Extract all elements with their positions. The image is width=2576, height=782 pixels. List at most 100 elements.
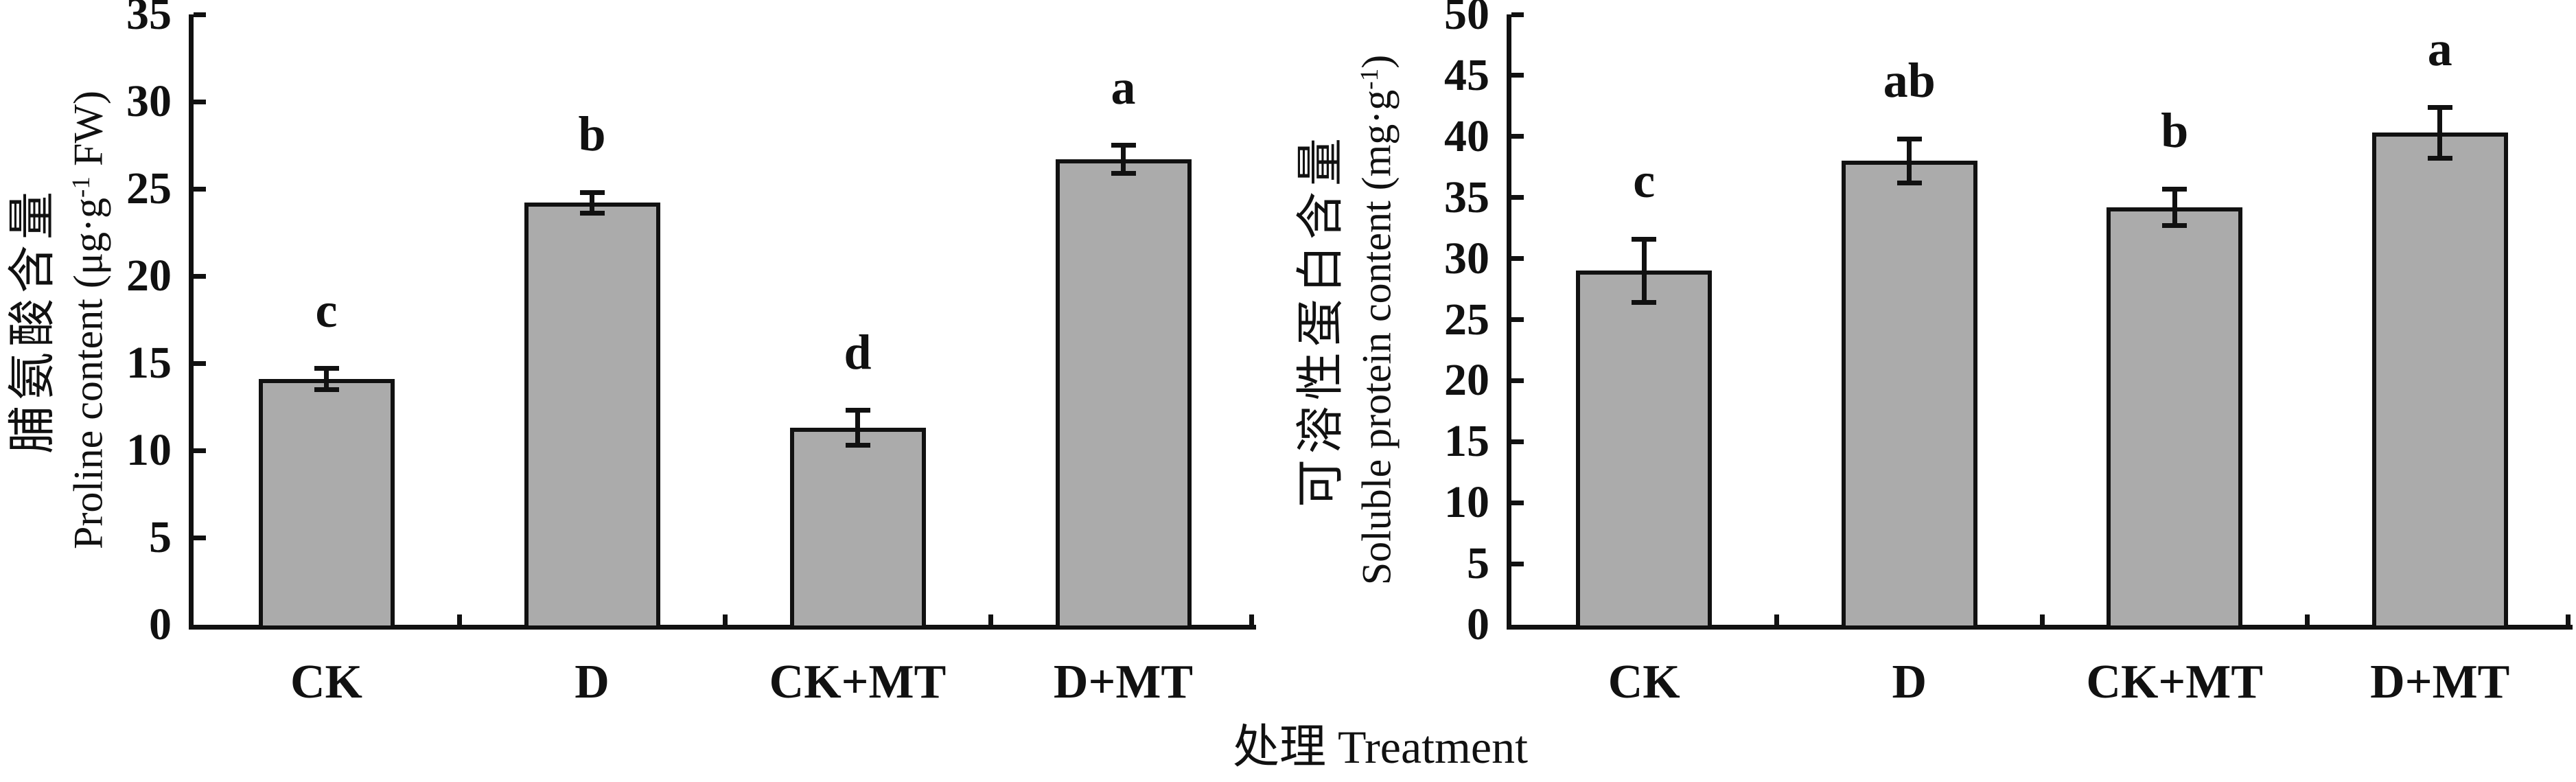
- bar-CK: [1576, 271, 1713, 630]
- y-tick: [194, 99, 206, 104]
- bar-CK: [258, 378, 395, 630]
- y-tick-label: 0: [149, 599, 172, 649]
- y-tick-label: 35: [1444, 172, 1489, 222]
- error-bar-cap-top-D+MT: [1111, 143, 1136, 148]
- y-tick-label: 45: [1444, 49, 1489, 100]
- y-tick: [1511, 256, 1524, 262]
- x-tick: [988, 614, 993, 625]
- y-tick-label: 25: [126, 163, 172, 214]
- y-tick-label: 20: [126, 251, 172, 301]
- bar-D: [1841, 161, 1977, 630]
- error-bar-cap-top-CK+MT: [2162, 186, 2188, 192]
- error-bar-D+MT: [1121, 145, 1126, 174]
- x-tick-label-CK: CK: [290, 656, 362, 709]
- y-tick-label: 30: [126, 76, 172, 126]
- error-bar-CK: [1641, 239, 1647, 303]
- error-bar-cap-bottom-CK: [314, 387, 339, 392]
- y-tick: [194, 448, 206, 453]
- bar-CK+MT: [789, 427, 926, 630]
- bar-CK+MT: [2107, 207, 2243, 630]
- x-tick-label-D+MT: D+MT: [2370, 656, 2510, 709]
- error-bar-cap-bottom-D+MT: [2427, 156, 2452, 161]
- error-bar-CK+MT: [855, 410, 860, 446]
- x-tick-label-D+MT: D+MT: [1053, 656, 1194, 709]
- y-tick: [194, 12, 206, 17]
- y-tick: [194, 535, 206, 540]
- x-axis-line: [1507, 625, 2573, 630]
- error-bar-cap-top-D: [1896, 136, 1922, 141]
- y-tick-label: 0: [1467, 599, 1489, 649]
- error-bar-cap-bottom-D: [1896, 180, 1922, 185]
- y-tick-label: 20: [1444, 355, 1489, 406]
- error-bar-cap-bottom-D+MT: [1111, 170, 1136, 176]
- x-tick: [456, 614, 462, 625]
- y-tick: [194, 186, 206, 192]
- y-tick-label: 30: [1444, 233, 1489, 284]
- y-tick-label: 10: [1444, 477, 1489, 528]
- x-axis-line: [189, 625, 1256, 630]
- error-bar-cap-bottom-CK+MT: [2162, 223, 2188, 229]
- bar-D+MT: [2371, 133, 2508, 630]
- x-tick: [1249, 614, 1254, 625]
- y-tick-label: 5: [1467, 538, 1489, 589]
- sig-letter-CK: c: [1633, 153, 1656, 209]
- error-bar-cap-bottom-CK+MT: [845, 442, 870, 448]
- error-bar-CK: [324, 368, 329, 390]
- x-tick: [2039, 614, 2045, 625]
- y-tick: [1511, 73, 1524, 78]
- y-tick: [1511, 500, 1524, 505]
- y-tick: [1511, 561, 1524, 566]
- y-tick-label: 35: [126, 0, 172, 39]
- x-axis-title: 处理 Treatment: [1232, 721, 1528, 773]
- y-tick-label: 15: [1444, 416, 1489, 467]
- y-tick-label: 50: [1444, 0, 1489, 39]
- x-tick: [1774, 614, 1779, 625]
- bar-D: [524, 203, 660, 630]
- sig-letter-CK+MT: d: [844, 324, 872, 380]
- sig-letter-CK: c: [315, 282, 338, 338]
- y-axis-line: [1507, 14, 1511, 630]
- sig-letter-CK+MT: b: [2161, 103, 2189, 159]
- error-bar-cap-bottom-CK: [1632, 300, 1657, 306]
- y-axis-line: [189, 14, 194, 630]
- error-bar-cap-top-CK: [314, 366, 339, 371]
- sig-letter-D: b: [578, 106, 606, 162]
- error-bar-D+MT: [2437, 107, 2443, 159]
- x-tick: [2565, 614, 2571, 625]
- x-tick-label-CK+MT: CK+MT: [2086, 656, 2264, 709]
- sig-letter-D+MT: a: [2427, 21, 2452, 77]
- y-tick: [1511, 12, 1524, 17]
- x-tick-label-D: D: [1892, 656, 1927, 709]
- y-tick: [1511, 439, 1524, 444]
- x-tick-label-D: D: [575, 656, 610, 709]
- y-tick-label: 5: [149, 512, 172, 562]
- error-bar-D: [1907, 139, 1912, 183]
- y-tick: [194, 273, 206, 279]
- y-tick-label: 25: [1444, 294, 1489, 345]
- error-bar-cap-top-CK: [1632, 236, 1657, 242]
- bar-D+MT: [1055, 159, 1192, 630]
- sig-letter-D: ab: [1883, 53, 1936, 108]
- x-tick-label-CK: CK: [1608, 656, 1680, 709]
- y-tick-label: 10: [126, 425, 172, 475]
- error-bar-cap-top-D: [579, 189, 605, 195]
- error-bar-cap-top-D+MT: [2427, 104, 2452, 110]
- y-tick: [1511, 317, 1524, 322]
- sig-letter-D+MT: a: [1111, 59, 1136, 115]
- y-tick: [1511, 378, 1524, 383]
- y-tick-label: 40: [1444, 111, 1489, 161]
- y-tick-label: 15: [126, 338, 172, 388]
- y-tick: [194, 360, 206, 366]
- x-tick: [722, 614, 728, 625]
- y-tick: [1511, 195, 1524, 200]
- y-tick: [1511, 134, 1524, 139]
- x-tick-label-CK+MT: CK+MT: [769, 656, 947, 709]
- error-bar-cap-top-CK+MT: [845, 408, 870, 413]
- error-bar-cap-bottom-D: [579, 211, 605, 216]
- error-bar-CK+MT: [2172, 189, 2177, 226]
- x-tick: [2305, 614, 2310, 625]
- error-bar-D: [590, 192, 594, 214]
